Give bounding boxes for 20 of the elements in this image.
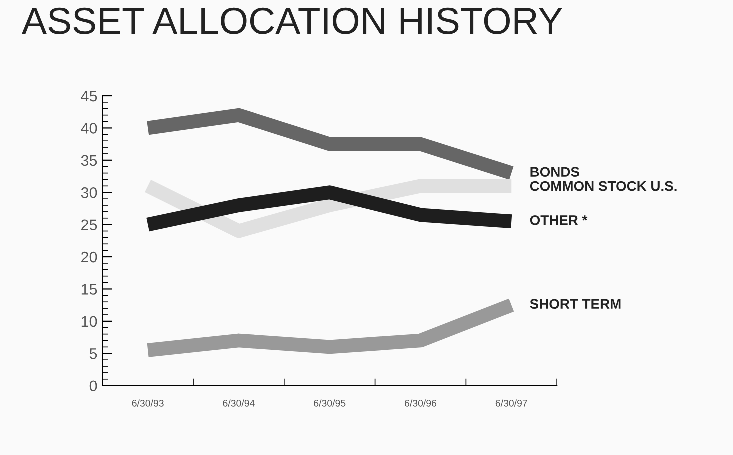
series-label: OTHER *	[530, 215, 588, 226]
series-label: SHORT TERM	[530, 299, 621, 310]
x-tick-label: 6/30/97	[496, 400, 528, 407]
y-tick-label: 40	[81, 123, 98, 134]
y-tick-label: 45	[81, 91, 98, 102]
y-tick-label: 10	[82, 316, 98, 328]
x-tick-label: 6/30/94	[223, 400, 255, 407]
y-tick-label: 15	[82, 284, 98, 295]
chart-title: ASSET ALLOCATION HISTORY	[22, 8, 562, 34]
x-tick-label: 6/30/95	[314, 400, 346, 407]
y-tick-label: 5	[90, 348, 98, 360]
y-tick-label: 30	[81, 187, 98, 198]
y-tick-label: 25	[82, 220, 98, 231]
y-tick-label: 0	[90, 380, 98, 392]
series-label: COMMON STOCK U.S.	[530, 181, 677, 192]
x-tick-label: 6/30/96	[405, 400, 437, 407]
series-label: BONDS	[530, 167, 580, 178]
y-tick-label: 20	[82, 252, 98, 263]
y-tick-label: 35	[81, 155, 98, 166]
x-tick-label: 6/30/93	[132, 400, 164, 407]
